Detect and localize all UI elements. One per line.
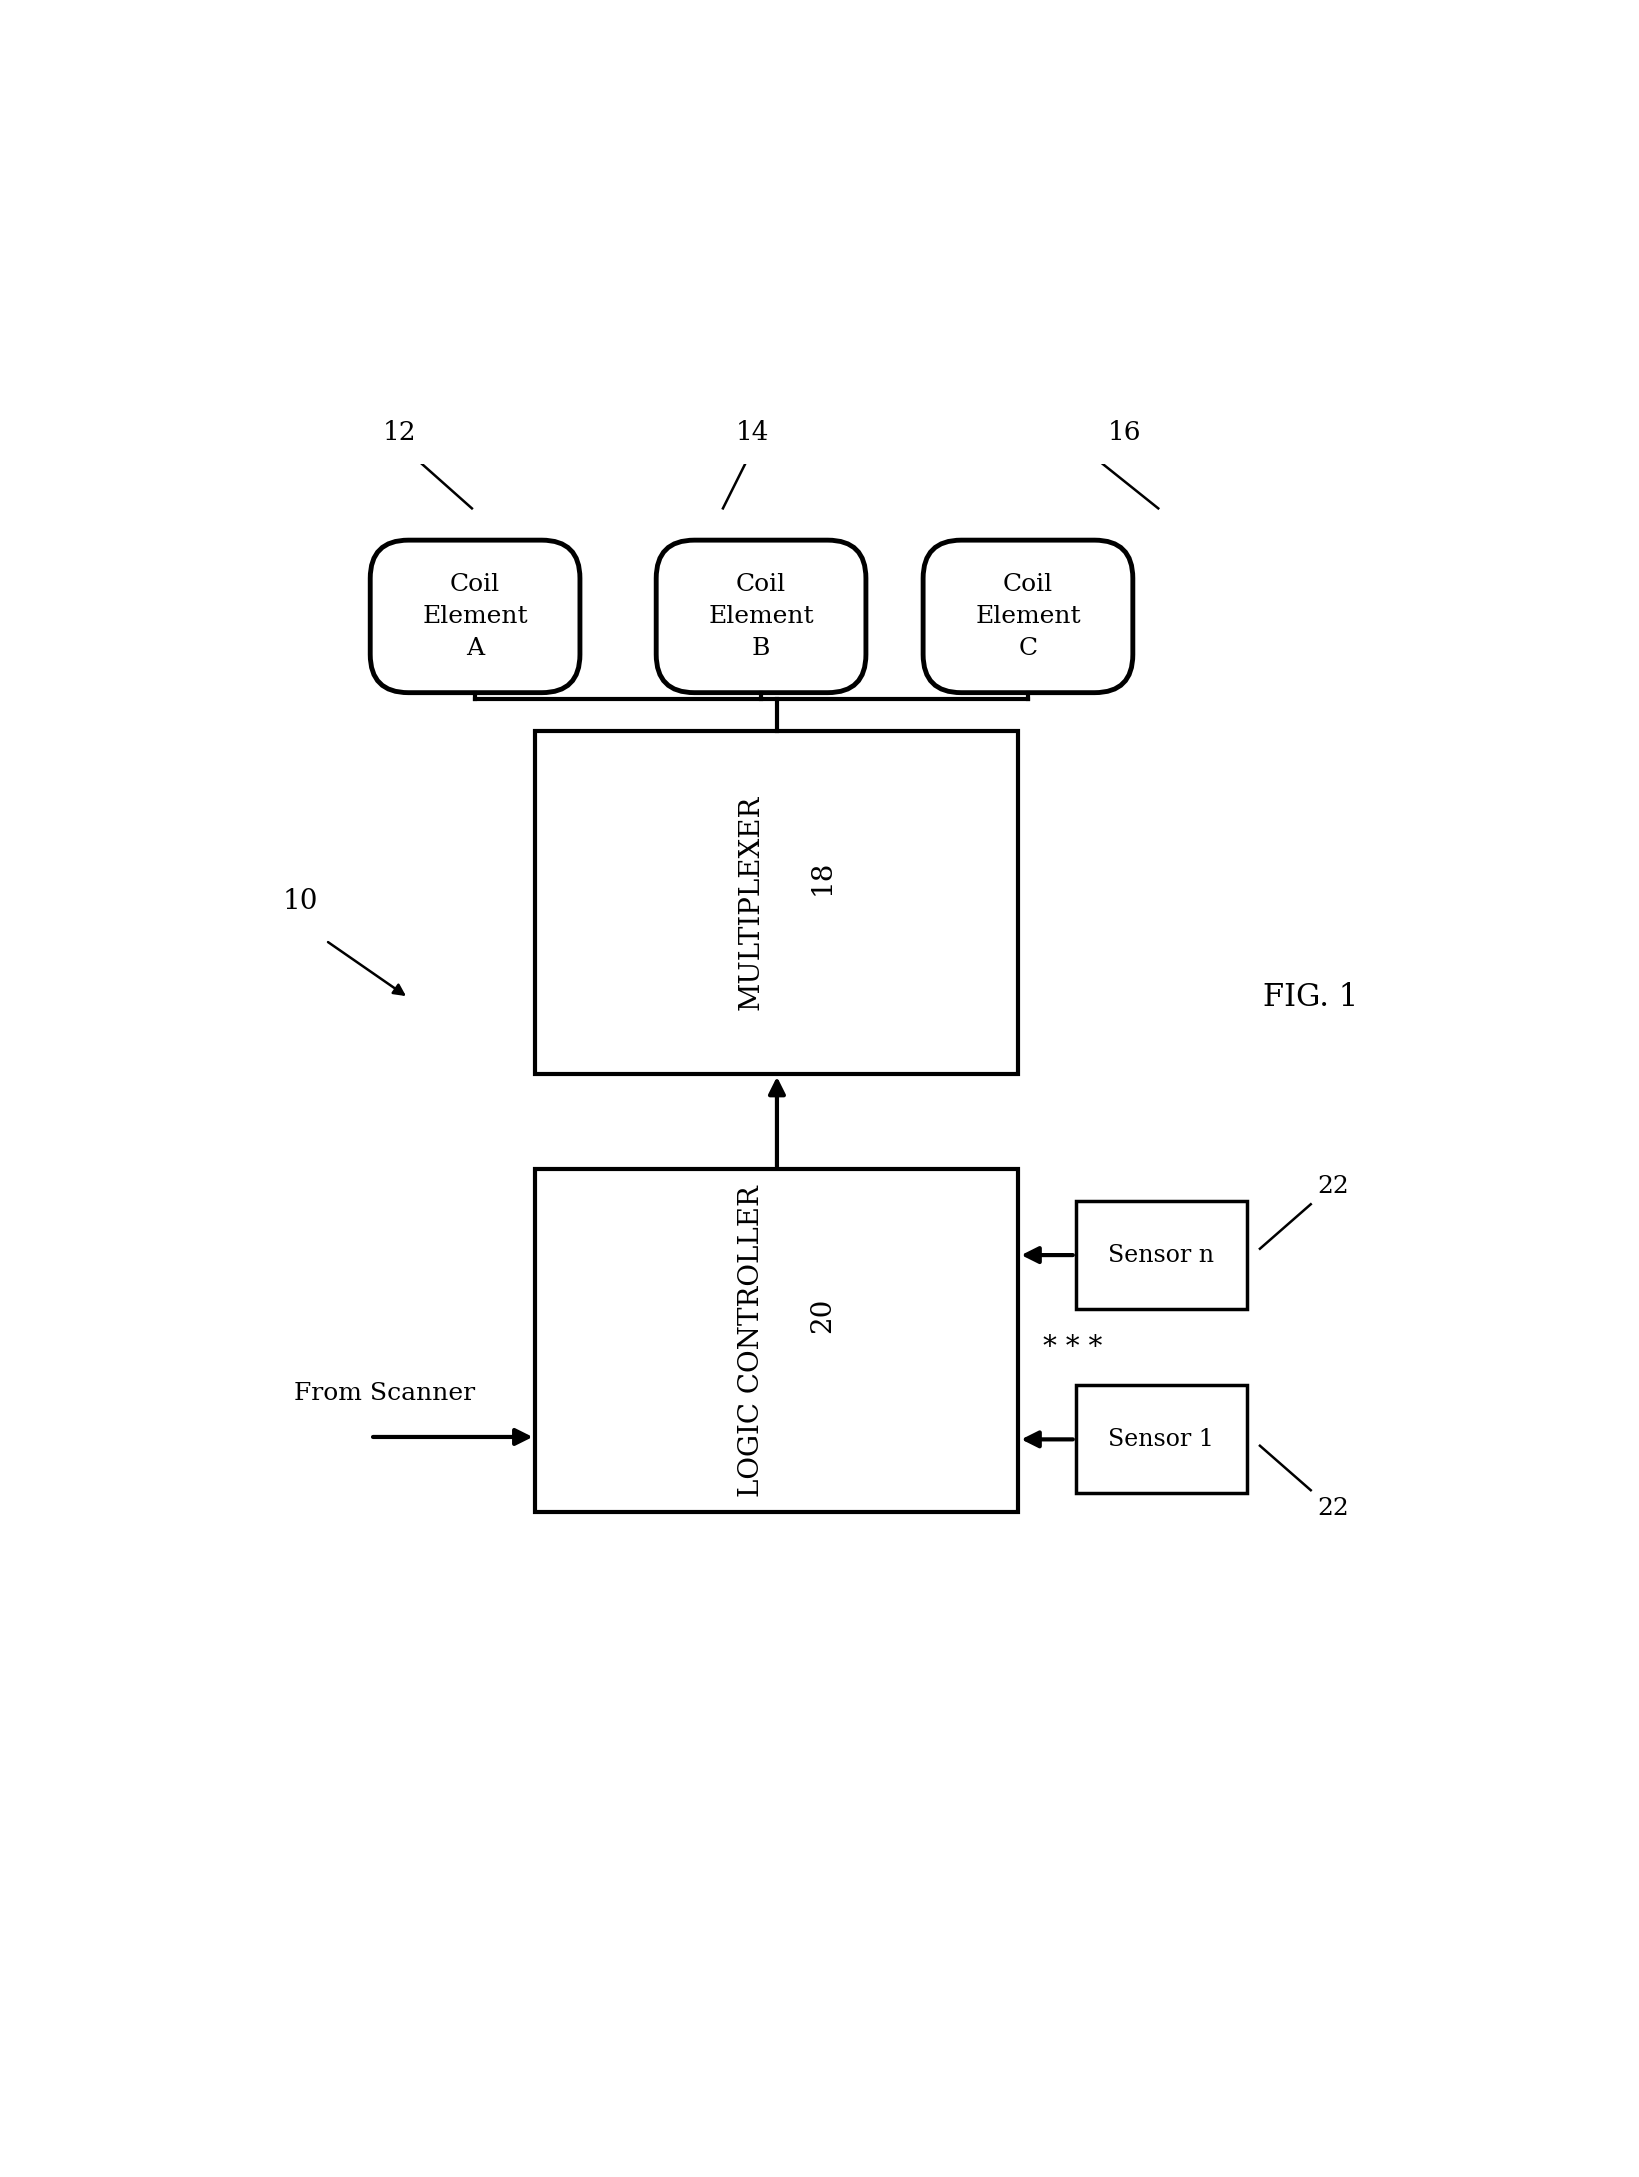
Text: FIG. 1: FIG. 1 <box>1262 982 1357 1012</box>
Text: 14: 14 <box>736 420 769 444</box>
FancyBboxPatch shape <box>370 540 580 692</box>
Text: MULTIPLEXER: MULTIPLEXER <box>738 795 764 1010</box>
Text: Sensor n: Sensor n <box>1108 1243 1214 1267</box>
Text: Sensor 1: Sensor 1 <box>1108 1428 1213 1450</box>
Text: 20: 20 <box>808 1297 836 1332</box>
Bar <box>534 731 1018 1073</box>
FancyBboxPatch shape <box>656 540 865 692</box>
Text: 12: 12 <box>384 420 416 444</box>
FancyBboxPatch shape <box>923 540 1133 692</box>
Text: 22: 22 <box>1316 1496 1347 1520</box>
Bar <box>1075 1385 1247 1493</box>
Text: 18: 18 <box>808 860 836 895</box>
Text: From Scanner: From Scanner <box>293 1382 475 1404</box>
Text: Coil
Element
B: Coil Element B <box>708 573 813 660</box>
Text: LOGIC CONTROLLER: LOGIC CONTROLLER <box>738 1184 764 1498</box>
Text: * * *: * * * <box>1042 1335 1101 1361</box>
Bar <box>1075 1202 1247 1308</box>
Text: Coil
Element
A: Coil Element A <box>421 573 528 660</box>
Text: 10: 10 <box>282 888 318 914</box>
Text: 22: 22 <box>1316 1176 1347 1197</box>
Bar <box>534 1169 1018 1513</box>
Text: Coil
Element
C: Coil Element C <box>975 573 1080 660</box>
Text: 16: 16 <box>1106 420 1141 444</box>
